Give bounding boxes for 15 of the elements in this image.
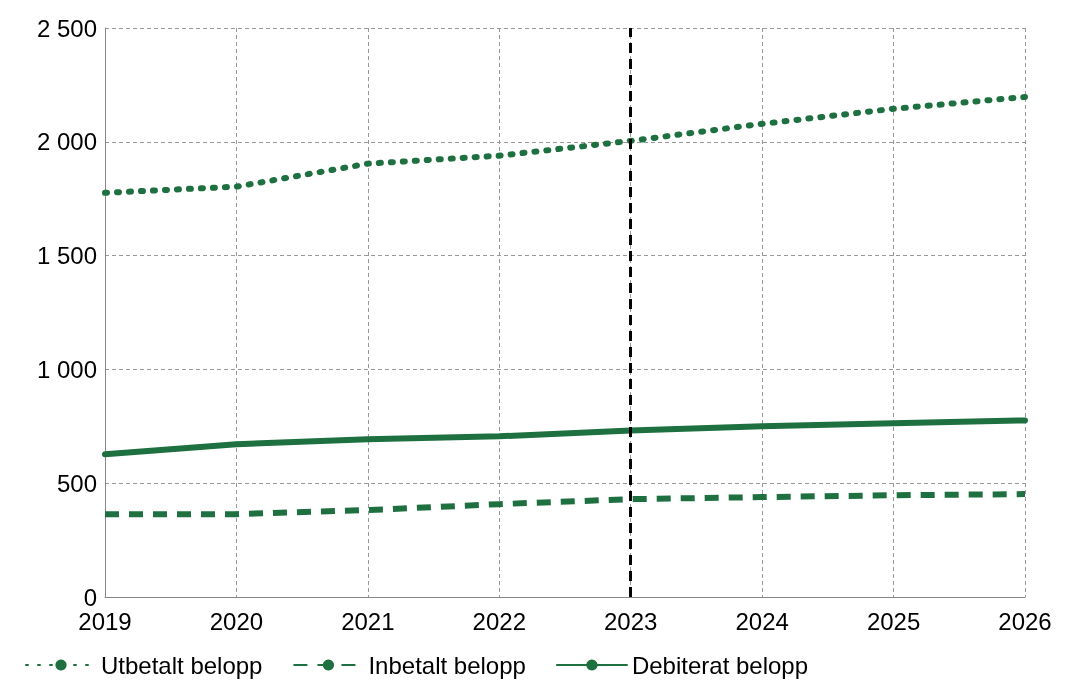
- y-tick-label: 1 500: [36, 242, 97, 270]
- legend-label: Inbetalt belopp: [368, 651, 526, 679]
- x-tick-label: 2024: [735, 607, 789, 635]
- x-tick-label: 2020: [209, 607, 264, 635]
- y-tick-label: 2 000: [36, 128, 97, 156]
- x-tick-label: 2025: [866, 607, 921, 635]
- x-tick-label: 2026: [998, 607, 1052, 635]
- legend-label: Utbetalt belopp: [101, 651, 263, 679]
- y-tick-label: 500: [56, 469, 97, 497]
- x-tick-label: 2021: [341, 607, 395, 635]
- y-tick-label: 1 000: [36, 355, 97, 383]
- x-tick-label: 2022: [472, 607, 526, 635]
- x-tick-label: 2023: [604, 607, 658, 635]
- y-tick-label: 2 500: [36, 14, 97, 42]
- legend-label: Debiterat belopp: [631, 651, 809, 679]
